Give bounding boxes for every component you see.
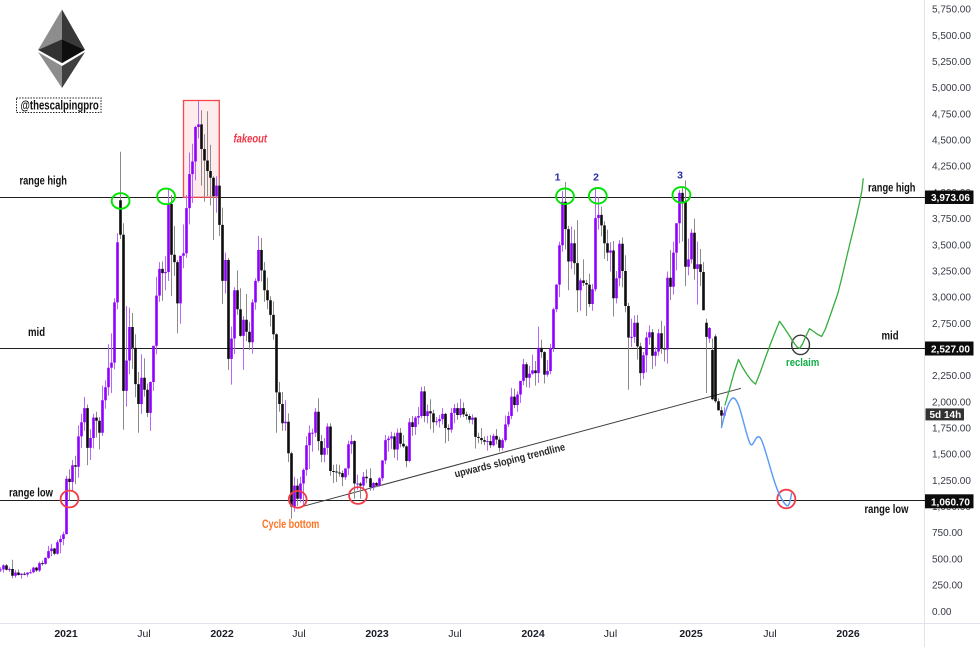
svg-text:2,750.00: 2,750.00 bbox=[932, 319, 971, 330]
svg-text:2026: 2026 bbox=[836, 628, 860, 640]
svg-text:2022: 2022 bbox=[210, 628, 234, 640]
svg-text:range high: range high bbox=[868, 181, 915, 194]
svg-text:2024: 2024 bbox=[521, 628, 545, 640]
svg-text:4,500.00: 4,500.00 bbox=[932, 136, 971, 147]
svg-text:1,060.70: 1,060.70 bbox=[931, 497, 970, 508]
svg-text:5d 14h: 5d 14h bbox=[930, 410, 962, 421]
svg-text:2,527.00: 2,527.00 bbox=[931, 345, 970, 356]
svg-text:range low: range low bbox=[865, 503, 909, 516]
svg-text:Jul: Jul bbox=[292, 628, 305, 640]
svg-text:5,500.00: 5,500.00 bbox=[932, 31, 971, 42]
svg-text:2: 2 bbox=[593, 172, 599, 184]
svg-text:Cycle bottom: Cycle bottom bbox=[262, 518, 319, 532]
svg-text:0.00: 0.00 bbox=[932, 607, 952, 618]
svg-text:2,250.00: 2,250.00 bbox=[932, 371, 971, 382]
svg-text:2025: 2025 bbox=[679, 628, 703, 640]
svg-text:250.00: 250.00 bbox=[932, 581, 963, 592]
svg-text:1: 1 bbox=[555, 172, 561, 184]
svg-text:750.00: 750.00 bbox=[932, 528, 963, 539]
svg-text:5,250.00: 5,250.00 bbox=[932, 57, 971, 68]
svg-text:reclaim: reclaim bbox=[786, 357, 819, 369]
svg-text:2,000.00: 2,000.00 bbox=[932, 397, 971, 408]
svg-text:fakeout: fakeout bbox=[234, 133, 268, 146]
svg-text:range low: range low bbox=[9, 486, 53, 499]
svg-text:mid: mid bbox=[28, 326, 45, 339]
svg-text:3: 3 bbox=[677, 170, 683, 182]
svg-text:1,500.00: 1,500.00 bbox=[932, 450, 971, 461]
svg-text:4,750.00: 4,750.00 bbox=[932, 109, 971, 120]
svg-text:5,750.00: 5,750.00 bbox=[932, 5, 971, 16]
svg-text:Jul: Jul bbox=[604, 628, 617, 640]
svg-text:1,250.00: 1,250.00 bbox=[932, 476, 971, 487]
svg-text:3,750.00: 3,750.00 bbox=[932, 214, 971, 225]
svg-text:1,750.00: 1,750.00 bbox=[932, 424, 971, 435]
svg-text:Jul: Jul bbox=[137, 628, 150, 640]
svg-text:3,250.00: 3,250.00 bbox=[932, 266, 971, 277]
svg-text:Jul: Jul bbox=[763, 628, 776, 640]
svg-text:4,250.00: 4,250.00 bbox=[932, 162, 971, 173]
svg-text:Jul: Jul bbox=[448, 628, 461, 640]
svg-text:2021: 2021 bbox=[54, 628, 78, 640]
svg-text:3,973.06: 3,973.06 bbox=[931, 193, 970, 204]
svg-text:mid: mid bbox=[882, 330, 899, 343]
svg-text:5,000.00: 5,000.00 bbox=[932, 83, 971, 94]
svg-text:500.00: 500.00 bbox=[932, 554, 963, 565]
svg-text:2023: 2023 bbox=[365, 628, 389, 640]
svg-text:3,000.00: 3,000.00 bbox=[932, 293, 971, 304]
svg-text:@thescalpingpro: @thescalpingpro bbox=[21, 99, 99, 112]
svg-text:range high: range high bbox=[20, 174, 67, 187]
svg-text:3,500.00: 3,500.00 bbox=[932, 240, 971, 251]
